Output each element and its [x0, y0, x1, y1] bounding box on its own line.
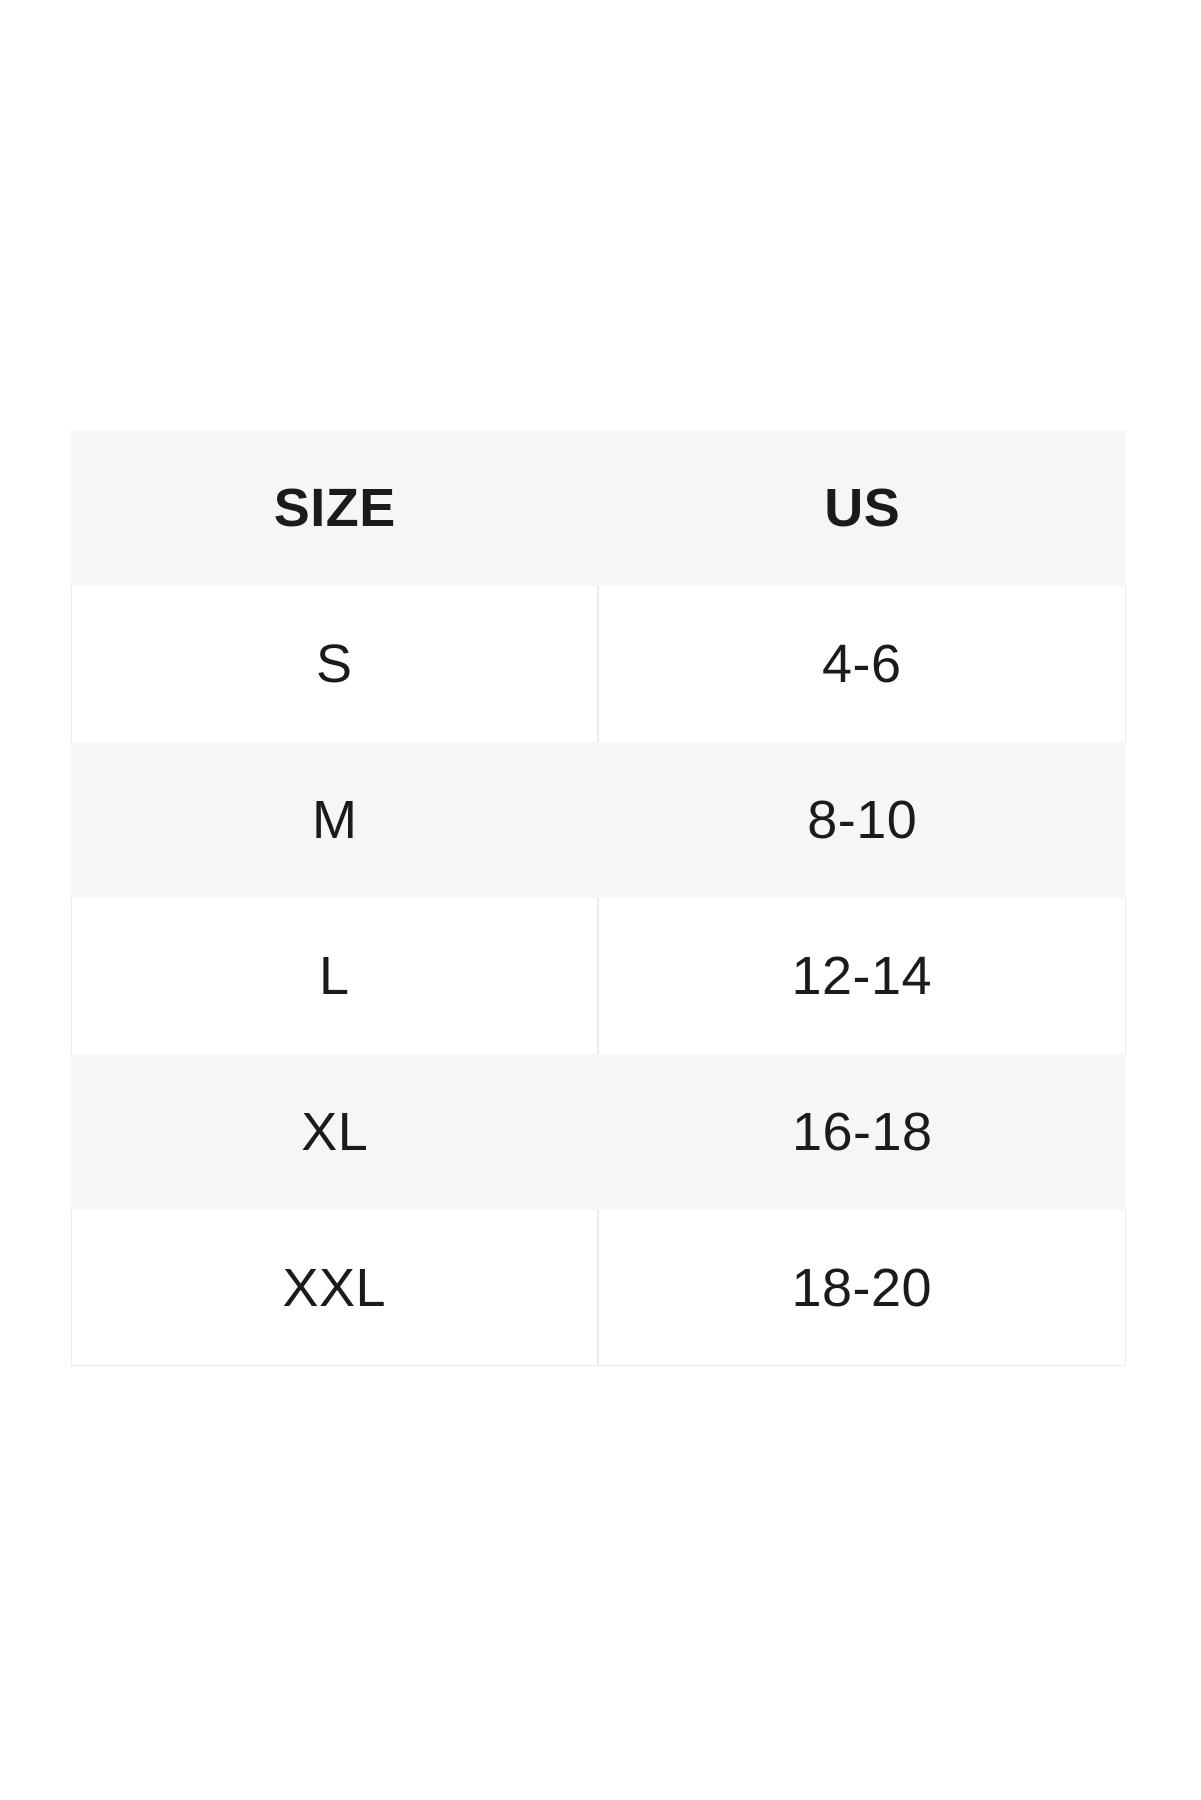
- us-cell: 4-6: [598, 586, 1126, 742]
- table-row: XL 16-18: [71, 1054, 1126, 1210]
- us-cell: 16-18: [598, 1054, 1126, 1210]
- table-header-row: SIZE US: [71, 430, 1126, 586]
- table-row: L 12-14: [71, 898, 1126, 1054]
- size-cell: M: [71, 742, 599, 898]
- us-cell: 12-14: [598, 898, 1126, 1054]
- size-cell: L: [71, 898, 599, 1054]
- size-cell: XXL: [71, 1210, 599, 1366]
- table-row: XXL 18-20: [71, 1210, 1126, 1366]
- us-cell: 8-10: [598, 742, 1126, 898]
- column-header-us: US: [598, 430, 1126, 586]
- size-cell: S: [71, 586, 599, 742]
- size-cell: XL: [71, 1054, 599, 1210]
- size-chart-table: SIZE US S 4-6 M 8-10 L 12-14 XL 16-18 XX…: [71, 430, 1126, 1366]
- table-row: M 8-10: [71, 742, 1126, 898]
- column-header-size: SIZE: [71, 430, 599, 586]
- us-cell: 18-20: [598, 1210, 1126, 1366]
- table-row: S 4-6: [71, 586, 1126, 742]
